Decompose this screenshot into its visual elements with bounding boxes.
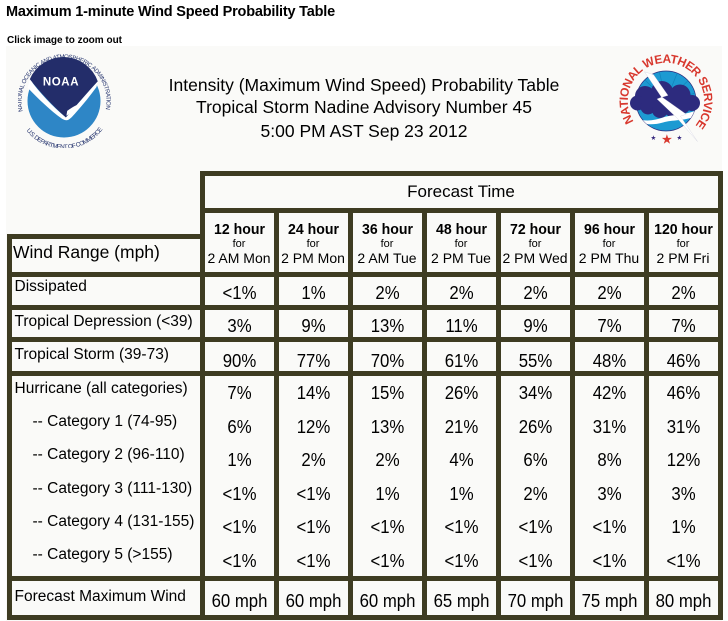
svg-text:NOAA: NOAA [43, 76, 79, 88]
